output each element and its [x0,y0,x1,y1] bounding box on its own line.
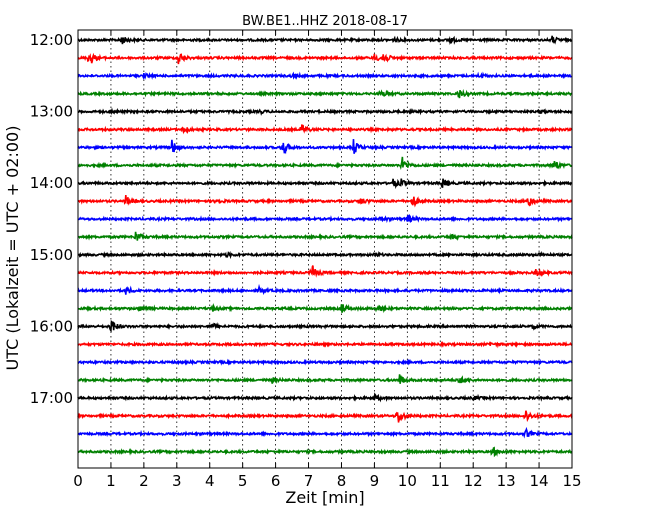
x-tick-label: 10 [398,472,417,490]
x-tick-label: 11 [431,472,450,490]
y-tick-label: 15:00 [30,246,73,264]
x-tick-label: 9 [370,472,380,490]
x-tick-label: 13 [497,472,516,490]
x-tick-label: 6 [271,472,281,490]
y-axis-label: UTC (Lokalzeit = UTC + 02:00) [3,126,22,371]
trace-line [77,71,573,81]
y-tick-label: 16:00 [30,317,73,335]
vertical-grid [110,30,540,468]
y-tick-label: 13:00 [30,103,73,121]
trace-line [77,250,573,260]
x-tick-label: 8 [337,472,347,490]
y-tick-label: 12:00 [30,31,73,49]
trace-line [77,320,573,333]
trace-line [77,231,573,241]
trace-line [77,139,573,155]
plot-frame [77,29,573,469]
trace-line [77,265,573,278]
trace-line [77,392,573,403]
trace-line [77,374,573,384]
x-tick-label: 14 [530,472,549,490]
x-tick-label: 2 [139,472,149,490]
x-tick-label: 3 [172,472,182,490]
trace-line [77,107,573,116]
y-tick-label: 14:00 [30,174,73,192]
trace-line [77,178,573,190]
x-tick-label: 7 [304,472,314,490]
trace-line [77,283,573,296]
x-tick-label: 0 [73,472,83,490]
trace-line [77,35,573,46]
x-tick-label: 4 [205,472,215,490]
trace-line [77,88,573,99]
y-axis-ticks: 12:00 13:00 14:00 15:00 16:00 17:00 [30,31,572,407]
trace-line [77,446,573,458]
trace-line [77,124,573,135]
x-axis-label: Zeit [min] [285,488,364,507]
x-tick-label: 15 [562,472,581,490]
trace-line [77,340,573,349]
trace-group [77,35,573,458]
chart-title: BW.BE1..HHZ 2018-08-17 [242,14,408,29]
trace-line [77,303,573,314]
trace-line [77,426,573,439]
x-axis-ticks: 0 1 2 3 4 5 6 7 8 9 10 11 12 13 14 15 [73,30,582,490]
trace-line [77,213,573,224]
trace-line [77,358,573,366]
trace-line [77,156,573,170]
x-tick-label: 5 [238,472,248,490]
x-tick-label: 1 [106,472,116,490]
y-tick-label: 17:00 [30,389,73,407]
trace-line [77,195,573,208]
x-tick-label: 12 [464,472,483,490]
trace-line [77,52,573,65]
trace-line [77,410,573,423]
